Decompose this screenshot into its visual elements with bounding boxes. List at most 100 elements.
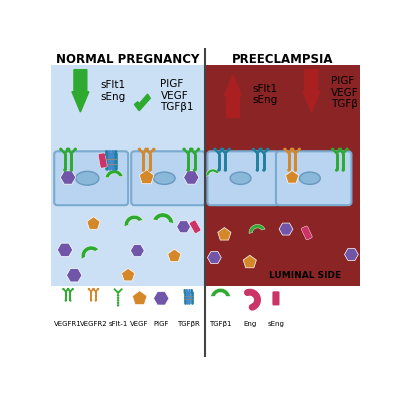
Circle shape (71, 288, 74, 290)
Text: TGFβ1: TGFβ1 (209, 322, 232, 328)
Text: NORMAL PREGNANCY: NORMAL PREGNANCY (57, 53, 200, 66)
Circle shape (111, 153, 114, 156)
Circle shape (186, 168, 190, 172)
Circle shape (224, 168, 227, 172)
Text: LUMINAL SIDE: LUMINAL SIDE (269, 271, 341, 280)
Circle shape (220, 148, 223, 151)
Circle shape (108, 150, 111, 154)
Circle shape (331, 148, 334, 151)
Circle shape (97, 288, 99, 290)
FancyBboxPatch shape (207, 151, 278, 205)
Circle shape (190, 291, 193, 294)
Polygon shape (207, 251, 221, 263)
Text: VEGF: VEGF (331, 88, 358, 98)
Circle shape (189, 148, 192, 151)
Text: VEGFR1: VEGFR1 (54, 322, 82, 328)
Ellipse shape (230, 172, 251, 184)
FancyBboxPatch shape (190, 220, 201, 233)
Circle shape (117, 297, 119, 299)
Polygon shape (218, 227, 231, 240)
Text: VEGFR2: VEGFR2 (80, 322, 107, 328)
Circle shape (338, 148, 341, 151)
Circle shape (146, 148, 149, 151)
Circle shape (188, 291, 191, 294)
Circle shape (256, 168, 259, 172)
Circle shape (114, 153, 117, 156)
Circle shape (342, 168, 345, 172)
Polygon shape (72, 70, 89, 112)
Circle shape (114, 150, 117, 154)
Circle shape (67, 148, 70, 151)
FancyBboxPatch shape (54, 151, 128, 205)
Circle shape (108, 153, 111, 156)
Text: sEng: sEng (267, 322, 284, 328)
Polygon shape (57, 243, 73, 257)
Circle shape (95, 300, 97, 302)
Circle shape (186, 291, 188, 294)
Polygon shape (134, 94, 150, 111)
Circle shape (283, 148, 287, 151)
Circle shape (138, 148, 141, 151)
Circle shape (117, 294, 119, 297)
Polygon shape (225, 75, 241, 117)
Polygon shape (67, 269, 82, 282)
Text: VEGF: VEGF (160, 91, 188, 101)
Circle shape (67, 288, 69, 290)
Circle shape (190, 289, 193, 292)
Polygon shape (176, 221, 190, 233)
Polygon shape (211, 288, 230, 296)
Circle shape (105, 150, 108, 154)
Circle shape (228, 148, 231, 151)
FancyBboxPatch shape (272, 291, 280, 306)
Circle shape (111, 150, 114, 154)
Circle shape (92, 288, 95, 290)
Polygon shape (130, 245, 144, 257)
Polygon shape (184, 171, 199, 184)
Circle shape (148, 168, 152, 172)
Circle shape (213, 148, 217, 151)
Circle shape (90, 300, 92, 302)
Polygon shape (286, 170, 299, 183)
Polygon shape (243, 255, 256, 268)
Text: VEGF: VEGF (130, 322, 149, 328)
Circle shape (105, 153, 108, 156)
Text: sFlt-1: sFlt-1 (108, 322, 128, 328)
Circle shape (74, 148, 77, 151)
Bar (51, 65, 205, 287)
Text: Eng: Eng (243, 322, 256, 328)
Circle shape (221, 148, 224, 151)
Polygon shape (124, 215, 143, 227)
FancyBboxPatch shape (131, 151, 205, 205)
Bar (51, 286, 360, 357)
Circle shape (290, 148, 293, 151)
Circle shape (294, 168, 297, 172)
Circle shape (88, 288, 90, 290)
Circle shape (287, 168, 290, 172)
Polygon shape (168, 249, 181, 261)
Text: sFlt1: sFlt1 (253, 84, 278, 94)
Text: PlGF: PlGF (154, 322, 169, 328)
Circle shape (69, 300, 71, 302)
Circle shape (183, 291, 186, 294)
Polygon shape (153, 213, 174, 223)
Circle shape (291, 148, 294, 151)
Circle shape (252, 148, 255, 151)
Circle shape (298, 148, 301, 151)
Circle shape (152, 148, 156, 151)
Text: TGFβ: TGFβ (331, 99, 358, 109)
Circle shape (217, 168, 221, 172)
Circle shape (63, 168, 67, 172)
Text: PlGF: PlGF (331, 76, 354, 86)
Polygon shape (122, 268, 135, 281)
Circle shape (190, 148, 194, 151)
Polygon shape (105, 170, 123, 178)
Polygon shape (61, 171, 76, 184)
Circle shape (193, 168, 196, 172)
Text: PREECLAMPSIA: PREECLAMPSIA (231, 53, 333, 66)
Circle shape (259, 148, 263, 151)
Circle shape (183, 289, 186, 292)
Circle shape (197, 148, 200, 151)
Polygon shape (132, 291, 147, 305)
Circle shape (335, 168, 338, 172)
Polygon shape (344, 249, 358, 261)
